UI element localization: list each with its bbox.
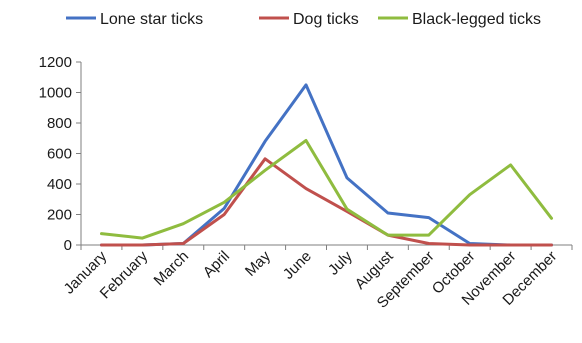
series-line-1 [100, 157, 553, 247]
y-tick-label: 200 [47, 207, 72, 224]
legend-label: Black-legged ticks [412, 11, 541, 28]
x-tick-label: April [200, 248, 233, 281]
legend-label: Lone star ticks [100, 11, 203, 28]
x-tick-label: May [242, 247, 274, 279]
legend: Lone star ticks Dog ticks Black-legged tic… [66, 11, 541, 28]
x-tick-label: March [151, 248, 192, 289]
legend-label: Dog ticks [293, 11, 359, 28]
y-tick-label: 1200 [39, 54, 72, 71]
x-tick-label: June [280, 248, 315, 283]
y-tick-label: 800 [47, 115, 72, 132]
axes [76, 61, 573, 250]
series-lines [100, 83, 553, 247]
y-tick-label: 600 [47, 146, 72, 163]
y-tick-label: 400 [47, 176, 72, 193]
y-tick-label: 0 [64, 237, 72, 254]
y-tick-label: 1000 [39, 85, 72, 102]
series-line-0 [100, 83, 553, 247]
x-tick-label: July [325, 247, 356, 278]
series-line-2 [100, 139, 553, 240]
y-axis-tick-labels: 0 200 400 600 800 1000 1200 [39, 54, 72, 254]
